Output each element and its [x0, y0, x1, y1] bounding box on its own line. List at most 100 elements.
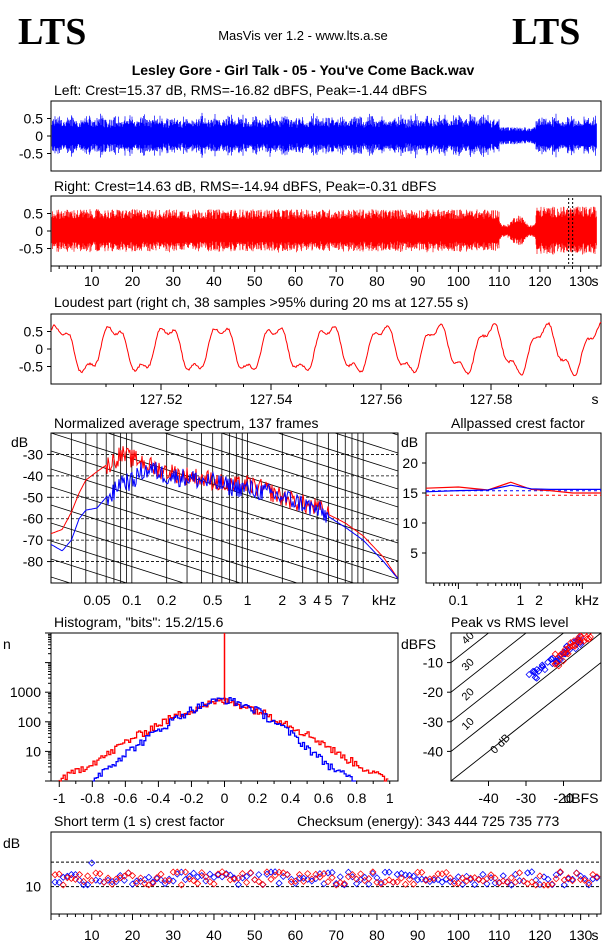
- shortterm-point-left: [112, 878, 120, 886]
- peakrms-diagonal-label: 10: [460, 716, 477, 733]
- shortterm-point-left: [491, 879, 499, 887]
- logo-left: LTS: [18, 11, 86, 53]
- shortterm-point-left: [389, 878, 397, 886]
- shortterm-point-right: [593, 873, 601, 881]
- shortterm-xtick-label: 110: [488, 927, 511, 943]
- shortterm-point-right: [458, 874, 467, 882]
- shortterm-point-left: [344, 868, 352, 876]
- shortterm-point-right: [51, 871, 59, 879]
- peakrms-xtick-label: -40: [478, 790, 498, 806]
- shortterm-point-right: [544, 881, 552, 889]
- shortterm-point-left: [308, 877, 316, 885]
- shortterm-point-right: [194, 879, 202, 888]
- shortterm-point-left: [226, 871, 234, 879]
- right-wave-xtick-label: 120: [528, 273, 552, 289]
- peakrms-point-right: [559, 657, 567, 665]
- shortterm-point-left: [283, 870, 291, 879]
- shortterm-point-right: [414, 868, 422, 876]
- shortterm-point-right: [132, 879, 141, 887]
- spectrum-xtick-label: 7: [341, 592, 349, 608]
- shortterm-point-left: [149, 878, 157, 886]
- right-wave-xtick-label: 130: [569, 273, 593, 289]
- shortterm-point-left: [185, 872, 194, 880]
- peakrms-diagonal: [451, 633, 565, 723]
- peakrms-point-right: [580, 637, 588, 645]
- histogram-xtick-label: 0.4: [281, 790, 301, 806]
- shortterm-point-right: [401, 880, 410, 888]
- shortterm-point-right: [564, 874, 572, 882]
- spectrum-xtick-label: 0.05: [83, 592, 110, 608]
- histogram-xtick-label: 0: [221, 790, 229, 806]
- spectrum-ytick-label: -60: [23, 511, 43, 527]
- loudest-xtick-label: 127.58: [470, 391, 513, 407]
- shortterm-point-right: [173, 868, 181, 876]
- spectrum-ylabel: dB: [11, 434, 28, 450]
- left-wave-ytick-label: 0: [35, 128, 43, 144]
- shortterm-point-left: [410, 872, 418, 880]
- right-title: Right: Crest=14.63 dB, RMS=-14.94 dBFS, …: [54, 178, 436, 194]
- shortterm-point-right: [365, 875, 373, 883]
- spectrum-xtick-label: 1: [244, 592, 252, 608]
- shortterm-point-right: [515, 869, 524, 877]
- shortterm-point-right: [210, 880, 218, 888]
- shortterm-point-left: [300, 874, 308, 882]
- shortterm-point-left: [328, 868, 336, 877]
- spectrum-series-left: [51, 462, 398, 580]
- allpass-series-right: [425, 481, 601, 494]
- shortterm-point-left: [499, 872, 507, 880]
- shortterm-point-left: [324, 869, 332, 877]
- shortterm-point-right: [112, 875, 120, 883]
- shortterm-point-right: [234, 874, 242, 882]
- shortterm-point-left: [55, 878, 63, 887]
- shortterm-point-left: [377, 878, 385, 886]
- shortterm-point-right: [218, 868, 226, 876]
- peakrms-ytick-label: -30: [423, 714, 443, 730]
- spectrum-slope-line: [51, 433, 398, 544]
- shortterm-point-right: [532, 881, 540, 889]
- shortterm-point-right: [430, 874, 438, 882]
- spectrum-title: Normalized average spectrum, 137 frames: [54, 415, 319, 431]
- shortterm-point-right: [141, 879, 149, 888]
- shortterm-point-right: [181, 868, 190, 876]
- spectrum-xtick-label: 3: [299, 592, 307, 608]
- shortterm-point-right: [467, 874, 475, 882]
- right-wave-xunit: s: [592, 273, 599, 289]
- shortterm-point-left: [418, 875, 426, 883]
- shortterm-point-left: [381, 868, 389, 876]
- histogram-title: Histogram, "bits": 15.2/15.6: [54, 614, 224, 630]
- allpass-title: Allpassed crest factor: [451, 415, 585, 431]
- shortterm-point-right: [92, 869, 100, 877]
- shortterm-point-left: [348, 873, 357, 881]
- loudest-ytick-label: -0.5: [19, 359, 43, 375]
- file-title: Lesley Gore - Girl Talk - 05 - You've Co…: [132, 62, 475, 78]
- loudest-title: Loudest part (right ch, 38 samples >95% …: [54, 294, 468, 310]
- shortterm-point-left: [336, 873, 344, 881]
- shortterm-point-left: [267, 868, 275, 876]
- shortterm-point-left: [483, 880, 491, 888]
- peakrms-frame: [450, 632, 602, 782]
- allpass-series-left: [425, 484, 601, 493]
- histogram-series-right: [58, 698, 389, 782]
- shortterm-point-left: [332, 879, 340, 888]
- shortterm-point-left: [169, 877, 177, 885]
- loudest-ytick-label: 0: [35, 341, 43, 357]
- shortterm-point-right: [104, 874, 112, 882]
- shortterm-xtick-label: 90: [410, 927, 426, 943]
- shortterm-point-left: [401, 871, 410, 879]
- shortterm-point-left: [414, 876, 422, 884]
- peakrms-point-left: [541, 666, 549, 674]
- allpass-ytick-label: 20: [402, 455, 418, 471]
- peakrms-point-right: [583, 635, 591, 643]
- shortterm-point-right: [271, 871, 279, 879]
- shortterm-point-left: [75, 876, 84, 884]
- shortterm-point-right: [446, 874, 454, 882]
- loudest-xunit: s: [592, 391, 599, 407]
- spectrum-ytick-label: -30: [23, 446, 43, 462]
- shortterm-point-right: [247, 869, 255, 877]
- shortterm-point-left: [198, 871, 206, 880]
- peakrms-point-left: [544, 658, 552, 666]
- histogram-ytick-label: 1000: [10, 684, 41, 700]
- allpass-ytick-label: 5: [410, 545, 418, 561]
- shortterm-point-left: [434, 876, 442, 884]
- shortterm-point-right: [198, 869, 206, 877]
